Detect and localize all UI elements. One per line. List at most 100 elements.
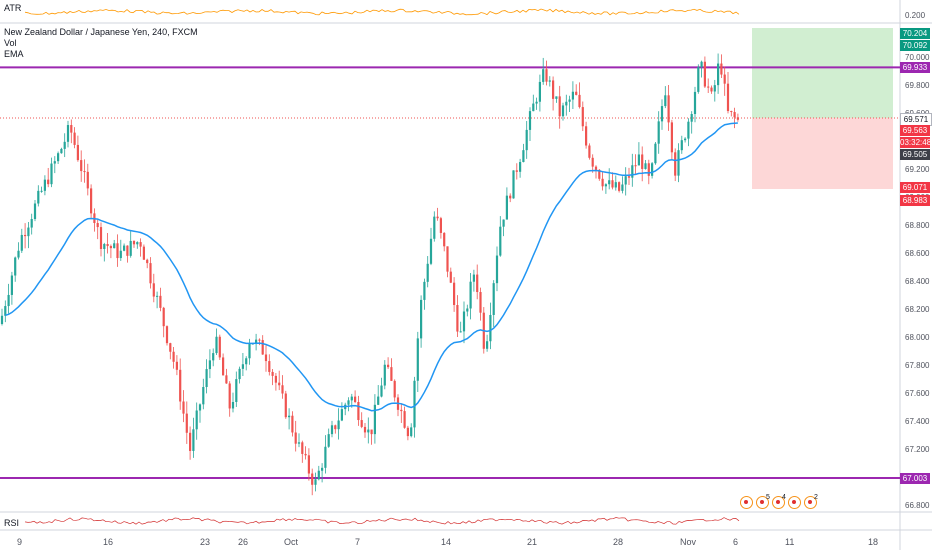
time-tick: 9 (17, 537, 23, 547)
candle-body (10, 275, 13, 295)
candle-body (255, 339, 258, 344)
candle-body (340, 409, 343, 421)
economic-events[interactable]: 5 4 2 (740, 494, 818, 510)
candle-body (4, 306, 7, 316)
price-label: 69.071 (900, 182, 930, 193)
ema-legend[interactable]: EMA (4, 49, 24, 59)
candle-body (591, 157, 594, 167)
candle-body (337, 420, 340, 430)
candle-body (24, 234, 27, 237)
candle-body (453, 282, 456, 306)
candle-body (436, 216, 439, 219)
candle-body (627, 176, 631, 178)
price-label: 68.983 (900, 195, 930, 206)
candle-body (426, 263, 429, 282)
candles (0, 53, 739, 496)
candle-body (241, 364, 244, 369)
candle-body (433, 216, 436, 239)
candle-body (357, 402, 360, 421)
economic-event-icon[interactable] (740, 496, 753, 509)
candle-body (136, 242, 139, 245)
price-tick: 68.800 (905, 221, 930, 230)
candle-body (132, 240, 136, 245)
candle-body (297, 442, 301, 444)
economic-event-icon[interactable]: 2 (804, 494, 818, 509)
candle-body (604, 184, 607, 187)
candle-body (212, 353, 215, 361)
candle-body (123, 245, 126, 251)
candle-body (192, 429, 195, 451)
rsi-legend[interactable]: RSI (4, 518, 20, 528)
candle-body (393, 380, 396, 398)
candle-body (80, 160, 83, 172)
candle-body (284, 393, 287, 418)
candle-body (113, 243, 116, 249)
candle-body (17, 250, 20, 258)
candle-body (413, 380, 416, 428)
candle-body (189, 432, 192, 451)
economic-event-icon[interactable] (788, 496, 801, 509)
candle-body (456, 305, 459, 332)
candle-body (14, 257, 17, 276)
symbol-legend[interactable]: New Zealand Dollar / Japanese Yen, 240, … (4, 27, 198, 37)
candle-body (238, 368, 241, 380)
candle-body (532, 103, 535, 112)
candle-body (499, 226, 502, 256)
candle-body (535, 101, 538, 104)
event-count: 4 (782, 494, 786, 501)
candle-body (245, 358, 248, 365)
candle-body (561, 105, 565, 117)
candle-body (489, 314, 492, 342)
candle-body (268, 361, 271, 372)
candle-body (27, 227, 30, 237)
candle-body (202, 387, 205, 405)
candle-body (367, 429, 370, 433)
time-tick: 26 (238, 537, 249, 547)
candle-body (307, 455, 310, 474)
candle-body (723, 74, 726, 84)
candle-body (459, 331, 462, 333)
candle-body (647, 163, 650, 176)
candle-body (103, 243, 106, 249)
candle-body (248, 343, 251, 359)
price-tick: 66.800 (905, 501, 930, 510)
time-tick: 16 (103, 537, 114, 547)
time-tick: 23 (200, 537, 211, 547)
candle-body (96, 223, 99, 228)
event-count: 5 (766, 494, 770, 501)
price-tick: 69.200 (905, 165, 930, 174)
candle-body (545, 69, 548, 82)
candle-body (687, 121, 690, 139)
candle-body (558, 96, 561, 117)
price-label: 69.563 (900, 125, 930, 136)
candle-body (86, 171, 89, 189)
candle-body (406, 427, 409, 437)
candle-body (0, 315, 4, 324)
economic-event-icon[interactable]: 5 (756, 494, 770, 509)
candle-body (400, 409, 403, 412)
candle-body (139, 242, 142, 247)
candle-body (99, 227, 103, 249)
candle-body (63, 141, 66, 149)
candle-body (410, 427, 413, 437)
candle-body (565, 101, 568, 106)
candle-body (40, 190, 43, 192)
candle-body (674, 152, 677, 176)
loss-zone (752, 118, 893, 189)
candle-body (670, 122, 673, 153)
candle-body (317, 470, 320, 480)
candle-body (730, 111, 733, 113)
time-tick: 21 (527, 537, 538, 547)
candle-body (387, 364, 390, 368)
price-tick: 67.800 (905, 361, 930, 370)
vol-legend[interactable]: Vol (4, 38, 17, 48)
candle-body (380, 385, 383, 397)
candle-body (664, 95, 667, 107)
candle-body (383, 364, 386, 386)
candle-body (598, 169, 601, 179)
candle-body (677, 150, 680, 176)
candle-body (225, 375, 228, 384)
time-tick: 28 (613, 537, 624, 547)
economic-event-icon[interactable]: 4 (772, 494, 786, 509)
